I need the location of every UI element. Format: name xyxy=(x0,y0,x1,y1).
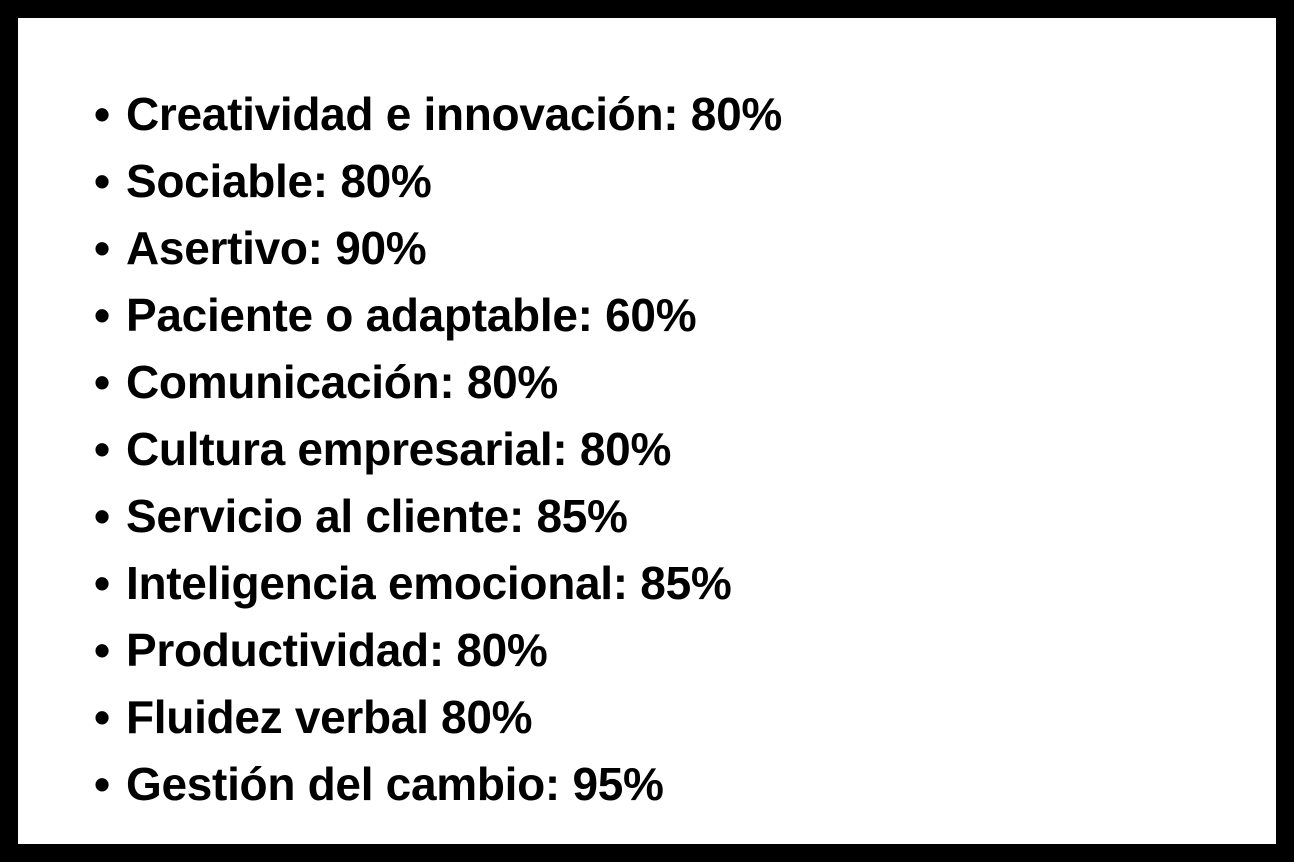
list-item: • Servicio al cliente: 85% xyxy=(94,483,782,550)
list-item: • Paciente o adaptable: 60% xyxy=(94,282,782,349)
list-item: • Inteligencia emocional: 85% xyxy=(94,550,782,617)
bullet: • xyxy=(94,356,110,408)
item-value: 60% xyxy=(605,289,697,341)
item-separator: : xyxy=(439,356,455,408)
item-value: 95% xyxy=(572,758,664,810)
item-label: Creatividad e innovación xyxy=(126,88,664,140)
item-label: Cultura empresarial xyxy=(126,423,553,475)
bullet: • xyxy=(94,490,110,542)
item-label: Servicio al cliente xyxy=(126,490,509,542)
item-value: 80% xyxy=(466,356,559,408)
skills-list: • Creatividad e innovación: 80% • Sociable… xyxy=(94,81,782,818)
list-item: • Productividad: 80% xyxy=(94,617,782,684)
list-item: • Creatividad e innovación: 80% xyxy=(94,81,782,148)
item-value: 85% xyxy=(536,490,628,542)
item-separator: : xyxy=(312,155,328,207)
item-value: 85% xyxy=(640,557,732,609)
bullet: • xyxy=(94,88,110,140)
item-value: 80% xyxy=(441,691,533,743)
item-separator: : xyxy=(428,624,444,676)
item-label: Sociable xyxy=(126,155,313,207)
bullet: • xyxy=(94,624,110,676)
item-separator: : xyxy=(663,88,679,140)
item-separator: : xyxy=(307,222,323,274)
item-separator: : xyxy=(612,557,628,609)
bullet: • xyxy=(94,691,110,743)
bullet: • xyxy=(94,222,110,274)
item-separator: : xyxy=(577,289,593,341)
item-label: Paciente o adaptable xyxy=(126,289,578,341)
item-label: Gestión del cambio xyxy=(126,758,545,810)
list-item: • Comunicación: 80% xyxy=(94,349,782,416)
list-item: • Cultura empresarial: 80% xyxy=(94,416,782,483)
item-label: Fluidez verbal xyxy=(126,691,429,743)
bullet: • xyxy=(94,289,110,341)
item-separator: : xyxy=(552,423,568,475)
list-item: • Asertivo: 90% xyxy=(94,215,782,282)
item-separator: : xyxy=(544,758,560,810)
bullet: • xyxy=(94,758,110,810)
item-label: Inteligencia emocional xyxy=(126,557,613,609)
item-label: Productividad xyxy=(126,624,429,676)
item-separator: : xyxy=(508,490,524,542)
bullet: • xyxy=(94,557,110,609)
item-value: 80% xyxy=(690,88,782,140)
item-value: 90% xyxy=(335,222,427,274)
list-item: • Fluidez verbal 80% xyxy=(94,684,782,751)
item-label: Comunicación xyxy=(126,356,440,408)
item-value: 80% xyxy=(456,624,548,676)
bullet: • xyxy=(94,155,110,207)
item-value: 80% xyxy=(579,423,672,475)
list-item: • Sociable: 80% xyxy=(94,148,782,215)
item-label: Asertivo xyxy=(126,222,308,274)
bullet: • xyxy=(94,423,110,475)
list-item: • Gestión del cambio: 95% xyxy=(94,751,782,818)
item-value: 80% xyxy=(340,155,432,207)
